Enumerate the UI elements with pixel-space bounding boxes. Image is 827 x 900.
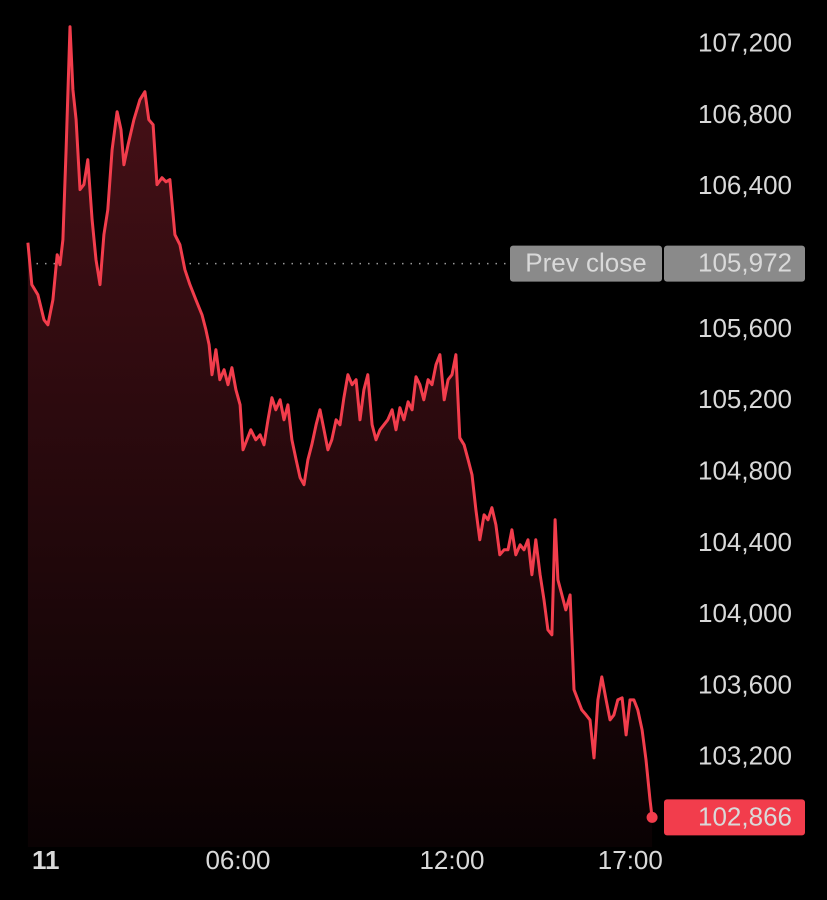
x-tick-label: 06:00 [205,845,270,875]
price-line [26,25,654,818]
y-tick-label: 103,600 [698,669,792,699]
last-price-value: 102,866 [698,801,792,831]
y-tick-label: 104,000 [698,598,792,628]
last-point [646,811,658,823]
y-tick-label: 103,200 [698,741,792,771]
x-tick-label: 17:00 [598,845,663,875]
y-tick-label: 104,800 [698,455,792,485]
last-price-box [664,799,805,836]
prev-close-text: Prev close [525,247,646,277]
area [27,26,653,847]
prev-close-tag [510,245,662,282]
y-tick-label: 106,800 [698,99,792,129]
x-tick-label: 11 [32,845,60,875]
y-tick-label: 105,600 [698,313,792,343]
y-tick-label: 104,400 [698,527,792,557]
prev-close-value: 105,972 [698,247,792,277]
y-tick-label: 107,200 [698,28,792,58]
x-tick-label: 12:00 [419,845,484,875]
y-tick-label: 106,400 [698,170,792,200]
prev-close-value-box [664,245,805,282]
y-tick-label: 105,200 [698,384,792,414]
